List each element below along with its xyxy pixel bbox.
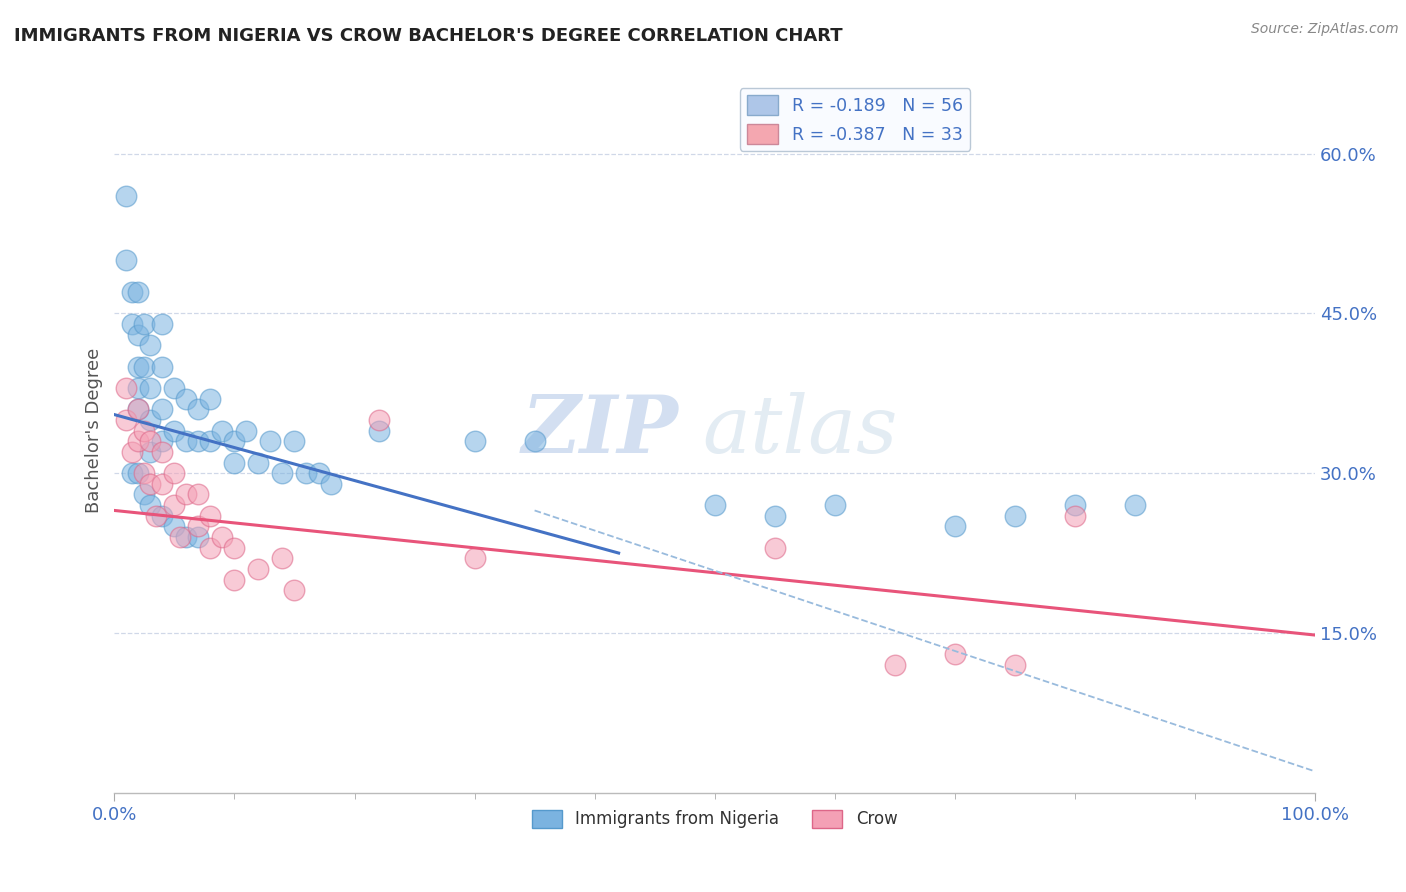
Point: [211, 424, 233, 438]
Point: [152, 402, 174, 417]
Point: [163, 424, 186, 438]
Point: [235, 424, 257, 438]
Point: [127, 381, 149, 395]
Legend: Immigrants from Nigeria, Crow: Immigrants from Nigeria, Crow: [524, 803, 904, 835]
Point: [464, 551, 486, 566]
Point: [127, 402, 149, 417]
Point: [115, 413, 138, 427]
Point: [152, 359, 174, 374]
Point: [943, 519, 966, 533]
Point: [763, 508, 786, 523]
Point: [115, 253, 138, 268]
Point: [187, 530, 209, 544]
Point: [247, 562, 270, 576]
Point: [121, 466, 143, 480]
Point: [121, 285, 143, 300]
Point: [1004, 508, 1026, 523]
Point: [319, 476, 342, 491]
Point: [127, 402, 149, 417]
Point: [259, 434, 281, 449]
Point: [127, 466, 149, 480]
Point: [224, 434, 246, 449]
Point: [127, 285, 149, 300]
Point: [115, 189, 138, 203]
Point: [308, 466, 330, 480]
Point: [271, 551, 294, 566]
Point: [152, 317, 174, 331]
Point: [134, 487, 156, 501]
Point: [824, 498, 846, 512]
Point: [367, 413, 389, 427]
Point: [943, 647, 966, 661]
Point: [115, 381, 138, 395]
Point: [200, 434, 222, 449]
Point: [134, 466, 156, 480]
Point: [283, 434, 305, 449]
Point: [1063, 508, 1085, 523]
Point: [1063, 498, 1085, 512]
Text: atlas: atlas: [703, 392, 898, 469]
Point: [200, 508, 222, 523]
Point: [200, 541, 222, 555]
Point: [187, 402, 209, 417]
Point: [187, 434, 209, 449]
Point: [703, 498, 725, 512]
Point: [121, 317, 143, 331]
Point: [127, 327, 149, 342]
Point: [224, 573, 246, 587]
Y-axis label: Bachelor's Degree: Bachelor's Degree: [86, 348, 103, 513]
Point: [200, 392, 222, 406]
Point: [139, 381, 162, 395]
Point: [139, 434, 162, 449]
Point: [139, 498, 162, 512]
Point: [176, 487, 198, 501]
Point: [127, 359, 149, 374]
Point: [224, 541, 246, 555]
Point: [152, 445, 174, 459]
Point: [367, 424, 389, 438]
Point: [152, 508, 174, 523]
Point: [271, 466, 294, 480]
Point: [163, 498, 186, 512]
Text: IMMIGRANTS FROM NIGERIA VS CROW BACHELOR'S DEGREE CORRELATION CHART: IMMIGRANTS FROM NIGERIA VS CROW BACHELOR…: [14, 27, 842, 45]
Text: ZIP: ZIP: [522, 392, 679, 469]
Point: [1004, 657, 1026, 672]
Point: [139, 445, 162, 459]
Point: [187, 487, 209, 501]
Point: [187, 519, 209, 533]
Point: [139, 413, 162, 427]
Point: [152, 434, 174, 449]
Point: [134, 359, 156, 374]
Text: Source: ZipAtlas.com: Source: ZipAtlas.com: [1251, 22, 1399, 37]
Point: [247, 456, 270, 470]
Point: [134, 317, 156, 331]
Point: [169, 530, 191, 544]
Point: [121, 445, 143, 459]
Point: [163, 519, 186, 533]
Point: [163, 466, 186, 480]
Point: [283, 583, 305, 598]
Point: [163, 381, 186, 395]
Point: [176, 434, 198, 449]
Point: [763, 541, 786, 555]
Point: [1123, 498, 1146, 512]
Point: [523, 434, 546, 449]
Point: [883, 657, 905, 672]
Point: [145, 508, 167, 523]
Point: [464, 434, 486, 449]
Point: [139, 476, 162, 491]
Point: [176, 530, 198, 544]
Point: [134, 424, 156, 438]
Point: [295, 466, 318, 480]
Point: [224, 456, 246, 470]
Point: [211, 530, 233, 544]
Point: [152, 476, 174, 491]
Point: [139, 338, 162, 352]
Point: [176, 392, 198, 406]
Point: [127, 434, 149, 449]
